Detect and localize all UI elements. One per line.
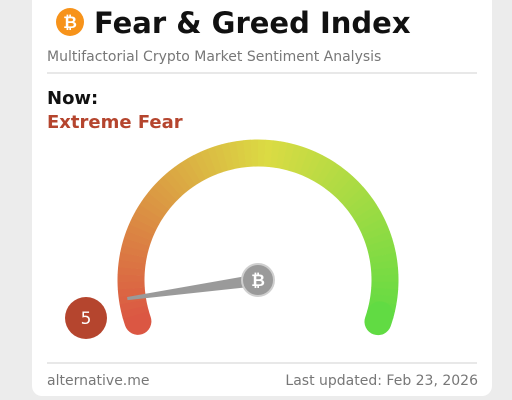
gauge-segment bbox=[359, 217, 388, 236]
gauge-segment bbox=[126, 223, 154, 241]
value-label: 5 bbox=[81, 309, 92, 329]
gauge-segment bbox=[187, 154, 207, 183]
gauge-segment bbox=[309, 155, 330, 183]
last-updated: Last updated: Feb 23, 2026 bbox=[285, 373, 478, 389]
gauge-segment bbox=[275, 141, 288, 170]
gauge-segment bbox=[356, 210, 384, 230]
gauge-segment bbox=[369, 293, 398, 305]
source: alternative.me bbox=[47, 373, 150, 389]
gauge-segment bbox=[122, 301, 152, 335]
gauge-segment bbox=[287, 144, 303, 173]
gauge-segment bbox=[119, 299, 148, 312]
gauge-segment bbox=[338, 181, 364, 206]
value-badge bbox=[65, 297, 107, 339]
gauge-segment bbox=[200, 148, 218, 177]
gauge-segment bbox=[129, 217, 157, 236]
gauge-segment bbox=[304, 151, 323, 180]
hub-symbol: ₿ bbox=[251, 271, 265, 291]
gauge-segment bbox=[293, 146, 310, 175]
gauge-segment bbox=[121, 237, 150, 253]
gauge-segment bbox=[370, 287, 399, 298]
gauge-segment bbox=[364, 301, 394, 336]
gauge-segment bbox=[207, 146, 223, 175]
gauge-segment bbox=[193, 151, 212, 180]
gauge-segment bbox=[118, 259, 146, 270]
needle bbox=[127, 274, 259, 301]
gauge-segment bbox=[214, 144, 229, 173]
gauge-segment bbox=[269, 140, 281, 168]
gauge-segment bbox=[346, 192, 373, 215]
gauge-segment bbox=[353, 204, 381, 225]
gauge-segment bbox=[342, 186, 369, 210]
gauge-segment bbox=[168, 166, 192, 193]
gauge-segment bbox=[364, 231, 393, 247]
gauge-segment bbox=[135, 204, 163, 225]
gauge: ₿ bbox=[117, 139, 399, 336]
gauge-segment bbox=[139, 198, 166, 220]
gauge-segment bbox=[163, 171, 187, 197]
gauge-segment bbox=[235, 140, 247, 168]
gauge-segment bbox=[132, 210, 160, 230]
gauge-segment bbox=[152, 181, 178, 205]
gauge-segment bbox=[298, 149, 316, 177]
gauge-segment bbox=[329, 171, 353, 197]
needle-hub bbox=[241, 263, 275, 297]
gauge-segment bbox=[123, 230, 152, 247]
gauge-segment bbox=[243, 139, 253, 168]
gauge-segment bbox=[281, 142, 296, 171]
gauge-segment bbox=[325, 166, 348, 193]
gauge-segment bbox=[366, 238, 395, 253]
bitcoin-symbol: ₿ bbox=[63, 13, 77, 33]
gauge-segment bbox=[180, 158, 202, 186]
gauge-segment bbox=[362, 224, 390, 241]
gauge-segment bbox=[157, 175, 182, 201]
gauge-segment bbox=[118, 252, 147, 264]
gauge-segment bbox=[367, 245, 396, 259]
gauge-segment bbox=[143, 192, 170, 215]
gauge-segment bbox=[148, 186, 174, 210]
gauge-segment bbox=[117, 287, 146, 297]
gauge-segment bbox=[228, 141, 241, 170]
subtitle: Multifactorial Crypto Market Sentiment A… bbox=[47, 49, 381, 65]
classification: Extreme Fear bbox=[47, 112, 183, 133]
gauge-segment bbox=[174, 162, 197, 189]
gauge-segment bbox=[120, 305, 149, 319]
gauge-segment bbox=[334, 176, 359, 201]
gauge-segment bbox=[315, 158, 336, 186]
gauge-segment bbox=[120, 244, 149, 258]
gauge-segment bbox=[369, 252, 398, 265]
gauge-segment bbox=[320, 162, 342, 189]
gauge-segment bbox=[263, 139, 274, 168]
gauge-segment bbox=[370, 259, 398, 271]
gauge-segment bbox=[350, 198, 377, 220]
title: Fear & Greed Index bbox=[94, 6, 411, 40]
bitcoin-icon bbox=[56, 8, 84, 36]
now-label: Now: bbox=[47, 88, 98, 109]
gauge-segment bbox=[221, 142, 235, 171]
